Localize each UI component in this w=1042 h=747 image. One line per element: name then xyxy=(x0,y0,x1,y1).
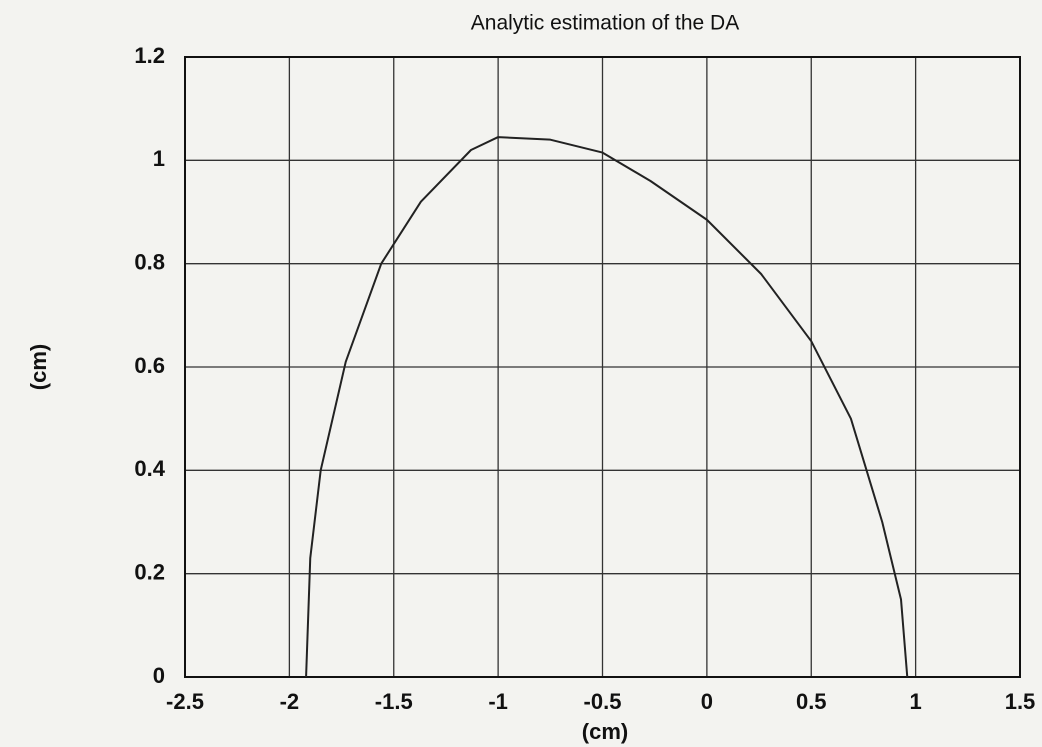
y-tick-label: 0 xyxy=(153,663,165,688)
x-tick-label: -2 xyxy=(280,689,300,714)
y-axis-label: (cm) xyxy=(26,344,51,390)
x-tick-label: -1.5 xyxy=(375,689,413,714)
x-tick-label: 0 xyxy=(701,689,713,714)
chart-title: Analytic estimation of the DA xyxy=(471,12,739,35)
y-tick-label: 0.2 xyxy=(134,559,165,584)
x-tick-label: 1.5 xyxy=(1005,689,1036,714)
x-axis-label: (cm) xyxy=(582,719,628,744)
x-tick-label: -1 xyxy=(488,689,508,714)
x-tick-label: -2.5 xyxy=(166,689,204,714)
y-tick-label: 1.2 xyxy=(134,43,165,68)
y-tick-label: 0.4 xyxy=(134,456,165,481)
y-tick-label: 1 xyxy=(153,146,165,171)
x-tick-label: -0.5 xyxy=(584,689,622,714)
x-tick-label: 1 xyxy=(910,689,922,714)
plot-frame xyxy=(184,56,1021,678)
x-tick-label: 0.5 xyxy=(796,689,827,714)
data-line xyxy=(305,136,909,678)
y-tick-label: 0.6 xyxy=(134,353,165,378)
y-tick-label: 0.8 xyxy=(134,249,165,274)
